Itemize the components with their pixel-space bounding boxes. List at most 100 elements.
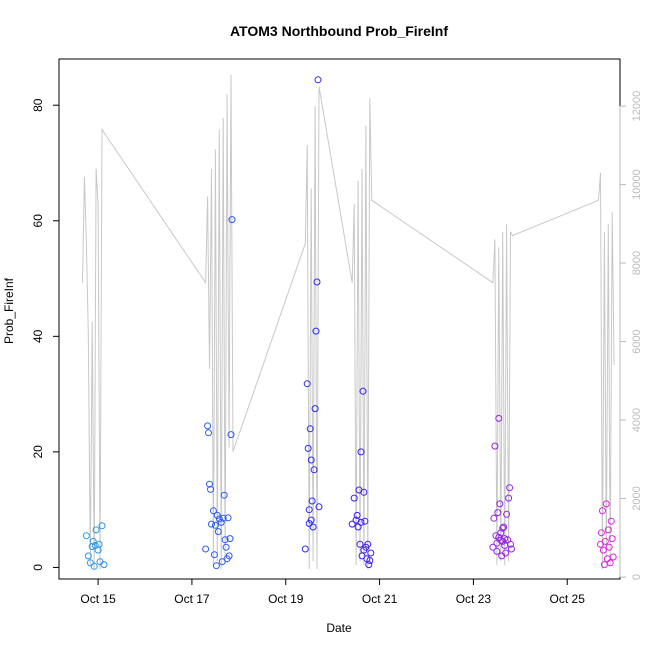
data-point [508, 545, 515, 553]
series-line [82, 74, 615, 570]
data-point [360, 546, 368, 554]
data-point [225, 552, 233, 560]
data-point [500, 523, 508, 531]
chart-title: ATOM3 Northbound Prob_FireInf [230, 23, 448, 39]
x-tick-label: Oct 17 [174, 592, 210, 606]
data-point [221, 536, 229, 544]
data-point [309, 523, 317, 531]
data-point [228, 216, 236, 224]
data-point [315, 503, 323, 511]
y-axis-label: Prob_FireInf [2, 277, 16, 344]
data-point [312, 327, 320, 335]
plot-frame [58, 58, 621, 580]
data-point [506, 484, 514, 492]
x-tick-label: Oct 15 [80, 592, 116, 606]
data-point [214, 528, 222, 536]
data-point [499, 524, 507, 532]
data-point [502, 549, 510, 557]
data-point [86, 559, 94, 567]
data-point [496, 500, 504, 508]
data-point [360, 488, 368, 496]
data-point [597, 529, 605, 537]
x-tick-label: Oct 25 [550, 592, 586, 606]
data-point [364, 540, 372, 548]
data-point [90, 562, 98, 570]
y-tick-label: 20 [31, 445, 45, 459]
data-point [608, 535, 616, 543]
data-point [489, 543, 497, 551]
data-point [219, 514, 227, 522]
data-point [609, 553, 617, 561]
x-tick-label: Oct 19 [268, 592, 304, 606]
data-point [305, 520, 313, 527]
data-point [311, 405, 319, 413]
data-point [607, 517, 615, 525]
data-point [605, 543, 613, 551]
data-point [601, 537, 609, 545]
data-point [497, 529, 505, 537]
data-point [215, 515, 223, 523]
y2-tick-label: 10000 [631, 169, 643, 200]
data-point [308, 497, 316, 505]
data-point [505, 494, 513, 502]
data-point [210, 551, 218, 559]
data-point [602, 500, 610, 508]
data-point [501, 542, 509, 549]
data-point [303, 380, 311, 388]
point-layer [82, 76, 617, 570]
data-point [208, 520, 215, 528]
data-point [202, 545, 210, 553]
data-point [606, 559, 614, 567]
data-point [314, 76, 322, 84]
data-point [226, 535, 234, 543]
data-point [306, 425, 314, 433]
y2-tick-label: 4000 [631, 408, 643, 432]
data-point [204, 422, 212, 430]
x-tick-label: Oct 23 [456, 592, 492, 606]
x-tick-label: Oct 21 [362, 592, 398, 606]
data-point [357, 448, 365, 456]
y-tick-label: 60 [31, 214, 45, 228]
data-point [361, 517, 369, 525]
data-point [350, 494, 358, 502]
data-point [503, 510, 511, 518]
data-point [367, 549, 375, 557]
line-layer [82, 74, 615, 570]
data-point [212, 562, 220, 570]
data-point [89, 537, 97, 545]
data-point [213, 511, 221, 519]
data-point [211, 521, 219, 529]
data-point [313, 278, 321, 286]
data-point [207, 485, 214, 493]
data-point [217, 518, 225, 526]
data-point [100, 561, 108, 569]
data-point [490, 514, 498, 522]
data-point [495, 414, 503, 422]
data-point [307, 456, 315, 464]
data-point [366, 557, 374, 564]
data-point [305, 506, 313, 514]
data-point [301, 545, 309, 553]
data-point [220, 491, 228, 499]
data-point [82, 532, 90, 540]
data-point [95, 540, 103, 548]
y2-tick-label: 12000 [631, 91, 643, 122]
data-point [359, 387, 367, 395]
data-point [493, 547, 501, 555]
secondary-y-axis: 0 2000 4000 6000 8000 10000 12000 [619, 91, 643, 580]
data-point [365, 561, 373, 569]
data-point [84, 552, 92, 560]
data-point [222, 543, 230, 551]
data-point [357, 518, 365, 526]
data-point [310, 466, 318, 474]
x-axis-label: Date [326, 621, 352, 635]
data-point [227, 431, 235, 439]
y2-tick-label: 2000 [631, 486, 643, 510]
data-point [224, 514, 232, 522]
y-tick-label: 40 [31, 329, 45, 343]
data-point [491, 442, 499, 450]
y-tick-label: 0 [31, 564, 45, 571]
data-point [356, 540, 364, 548]
data-point [494, 509, 502, 517]
data-point [604, 526, 612, 534]
